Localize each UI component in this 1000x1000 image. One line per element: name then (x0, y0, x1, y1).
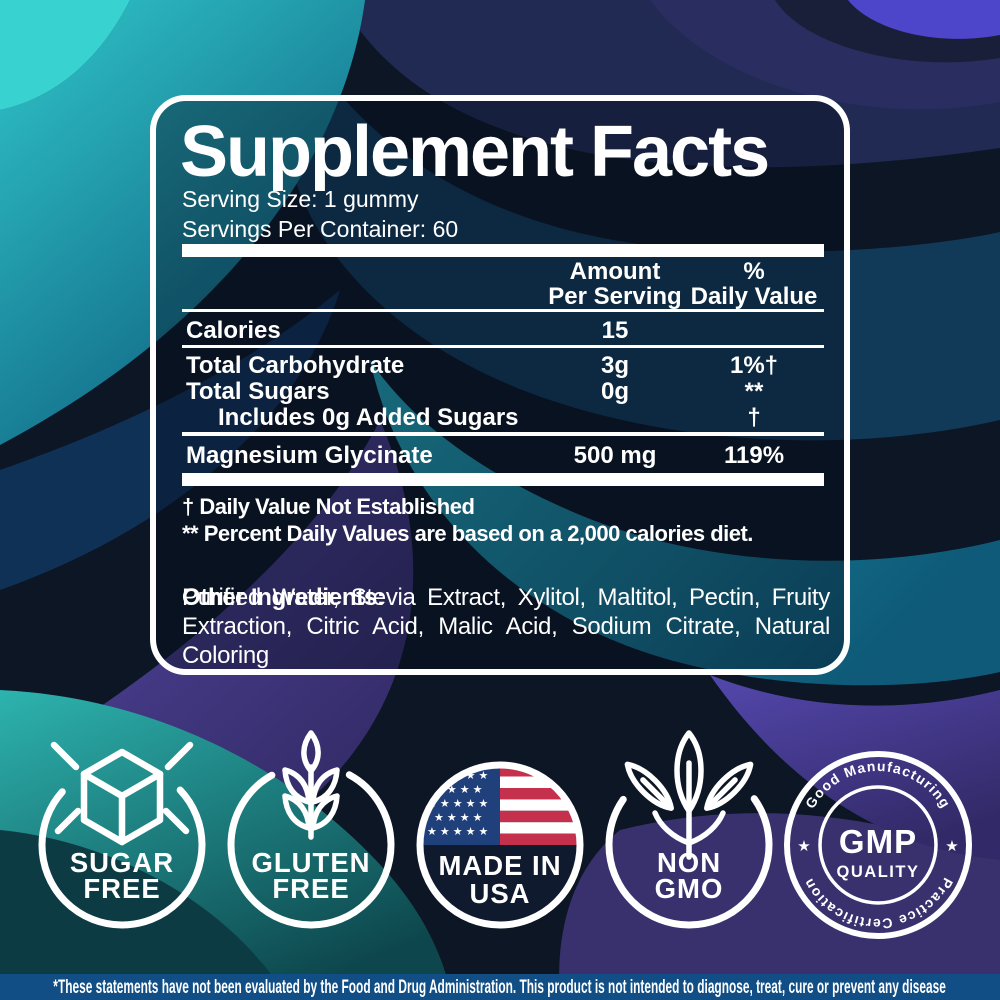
svg-text:★★★★: ★★★★ (434, 812, 485, 824)
gmp-arc-top-text: Good Manufacturing (802, 758, 953, 811)
footnote-daily-value: † Daily Value Not Established (182, 494, 475, 519)
sugar-cube-icon (50, 741, 194, 846)
table-divider (182, 345, 824, 348)
servings-per-container: Servings Per Container: 60 (182, 216, 459, 242)
nutrient-dv: 1%† (729, 352, 779, 379)
table-row-magnesium-glycinate: Magnesium Glycinate 500 mg 119% (182, 442, 824, 469)
badge-made-in-usa: ★★★★★ ★★★★ ★★★★★ ★★★★ ★★★★★ MADE IN USA (416, 761, 584, 929)
nutrient-dv: 119% (723, 442, 785, 469)
panel-title: Supplement Facts (180, 112, 770, 192)
supplement-facts-panel: Supplement Facts Serving Size: 1 gummy S… (150, 95, 850, 675)
svg-text:★★★★★: ★★★★★ (427, 826, 491, 838)
nutrient-name: Magnesium Glycinate (186, 442, 433, 469)
table-divider (182, 432, 824, 436)
nutrient-name: Calories (186, 317, 281, 344)
other-ingredients-label: Other Ingredients: (182, 584, 385, 611)
nutrient-amount: 500 mg (573, 442, 657, 469)
table-header-daily-value: % Daily Value (684, 259, 824, 309)
gmp-center-line2: QUALITY (837, 863, 920, 881)
badge-gluten-free: GLUTEN FREE (227, 730, 395, 929)
disclaimer-text: *These statements have not been evaluate… (53, 975, 947, 998)
nutrient-name: Total Carbohydrate (186, 352, 405, 379)
serving-size: Serving Size: 1 gummy (182, 186, 419, 212)
header-amount-line2: Per Serving (548, 283, 682, 310)
badge-row: SUGAR FREE GLUTEN FREE (38, 730, 972, 939)
nutrient-amount: 0g (600, 378, 629, 405)
table-top-bar (182, 244, 824, 257)
table-row-added-sugars: Includes 0g Added Sugars † (182, 404, 824, 431)
badge-label-line2: USA (469, 878, 530, 909)
other-ingredients-text: Purified Water, Stevia Extract, Xylitol,… (182, 584, 830, 669)
footnote-percent-dv: ** Percent Daily Values are based on a 2… (182, 521, 753, 546)
usa-flag-icon: ★★★★★ ★★★★ ★★★★★ ★★★★ ★★★★★ (423, 768, 577, 845)
table-row-carbohydrate: Total Carbohydrate 3g 1%† (182, 352, 824, 379)
table-header-amount: Amount Per Serving (535, 259, 695, 309)
badge-non-gmo: NON GMO (605, 730, 773, 929)
header-dv-line2: Daily Value (690, 283, 818, 310)
badge-label-line2: GMO (655, 873, 724, 904)
svg-text:Good Manufacturing: Good Manufacturing (802, 758, 954, 811)
table-row-calories: Calories 15 (182, 317, 824, 344)
gmp-center-line1: GMP (839, 823, 917, 860)
badge-label-line2: FREE (272, 873, 349, 904)
leaves-icon (624, 730, 754, 860)
badge-label-line1: SUGAR (70, 847, 174, 878)
table-row-total-sugars: Total Sugars 0g ** (182, 378, 824, 405)
star-icon: ★ (797, 838, 810, 855)
wheat-icon (282, 730, 340, 840)
star-icon: ★ (945, 838, 958, 855)
badge-label-line2: FREE (83, 873, 160, 904)
table-bottom-bar (182, 473, 824, 486)
nutrient-amount: 15 (601, 317, 629, 344)
table-divider (182, 309, 824, 312)
badge-label-line1: GLUTEN (251, 847, 370, 878)
nutrient-name: Includes 0g Added Sugars (218, 404, 519, 431)
nutrient-dv: † (747, 404, 761, 431)
nutrient-name: Total Sugars (186, 378, 330, 405)
badge-gmp-quality: Good Manufacturing Practice Certificatio… (784, 751, 972, 939)
header-amount-line1: Amount (569, 258, 661, 285)
badge-label-line1: MADE IN (438, 850, 561, 881)
svg-text:★★★★★: ★★★★★ (427, 798, 491, 810)
header-dv-line1: % (743, 258, 765, 285)
nutrient-dv: ** (744, 378, 764, 405)
badge-label-line1: NON (657, 847, 721, 878)
badge-sugar-free: SUGAR FREE (38, 741, 206, 929)
nutrient-amount: 3g (600, 352, 629, 379)
disclaimer-band: *These statements have not been evaluate… (0, 974, 1000, 1000)
other-ingredients: Other Ingredients: Purified Water, Stevi… (182, 583, 830, 670)
